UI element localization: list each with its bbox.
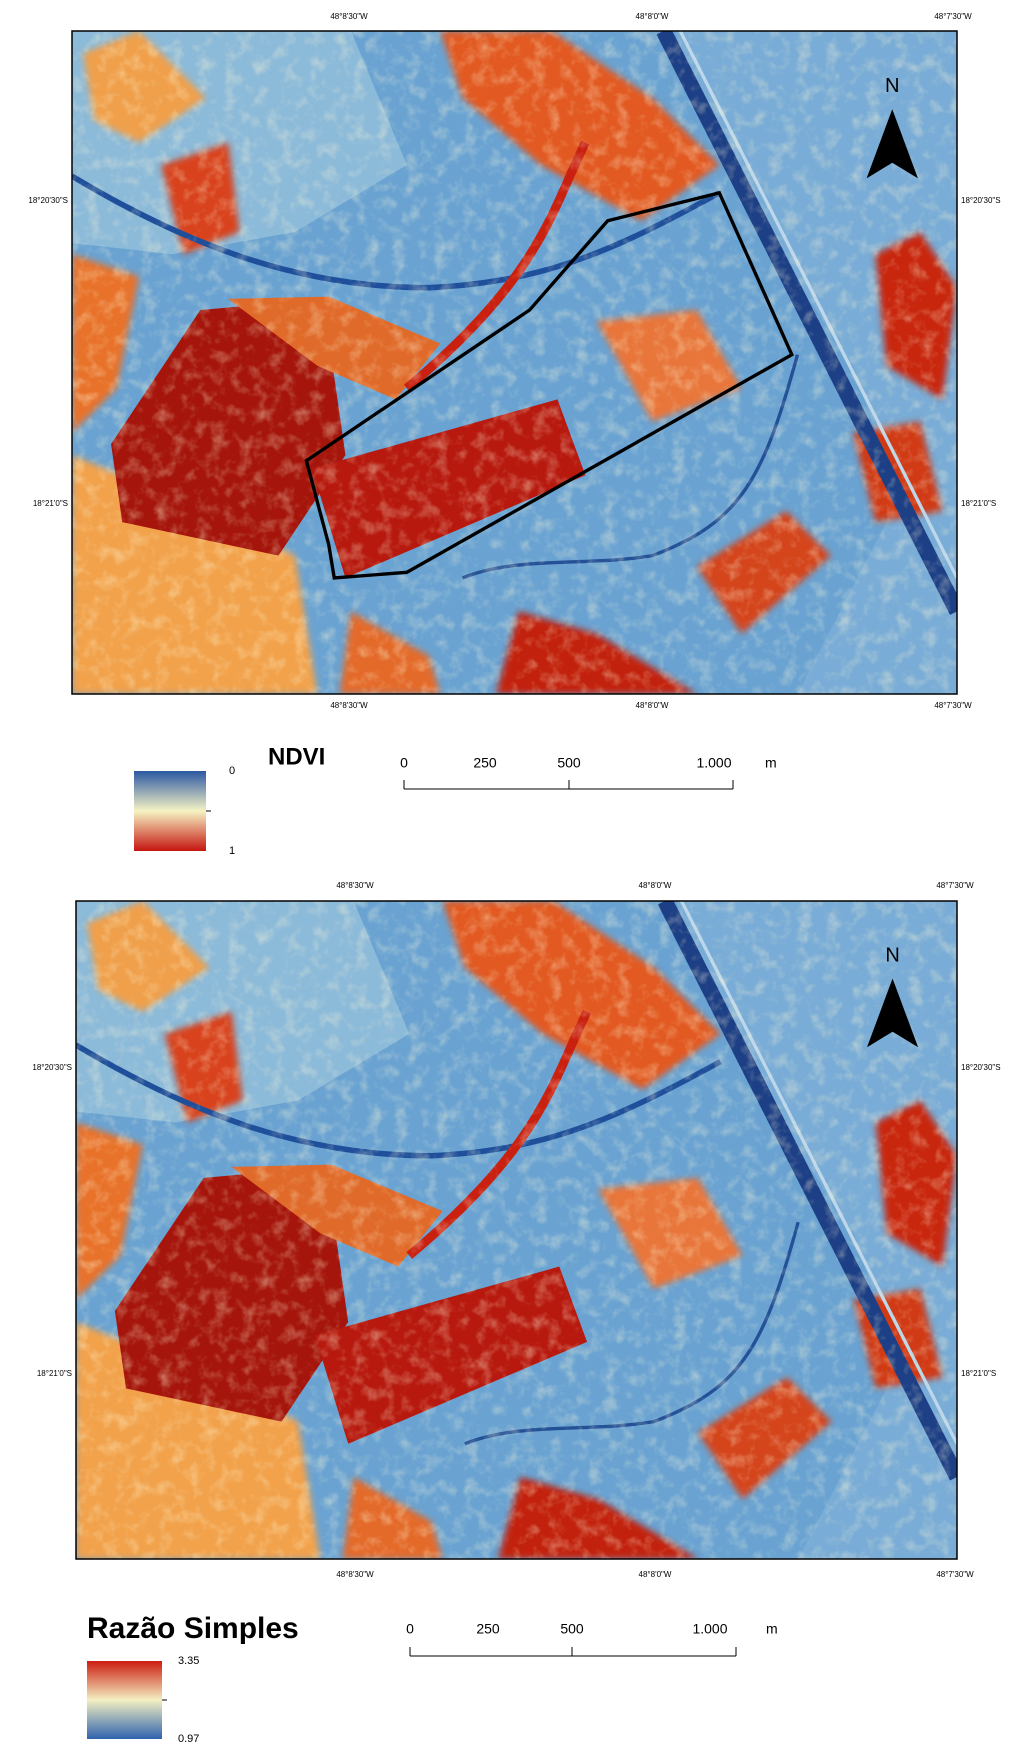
- legend-ramp: [134, 771, 206, 851]
- legend-label: 1: [229, 845, 235, 857]
- legend-ramp: [87, 1661, 162, 1739]
- map-image: N: [72, 31, 957, 694]
- coord-label: 48°8'0"W: [636, 701, 669, 710]
- figure: N 48°8'30"W 48°8'30"W 48°8'0"W 48°8'0"W 48°7'…: [0, 0, 1022, 1747]
- coord-label: 18°20'30"S: [28, 196, 68, 205]
- scale-label: 0: [400, 755, 408, 771]
- coord-label: 48°7'30"W: [934, 12, 972, 21]
- coord-label: 48°7'30"W: [934, 701, 972, 710]
- legend-title: Razão Simples: [87, 1612, 299, 1645]
- scale-label: 1.000: [696, 755, 731, 771]
- coord-label: 18°20'30"S: [961, 196, 1001, 205]
- scale-unit: m: [765, 755, 777, 771]
- legend-label: 3.35: [178, 1655, 199, 1667]
- coord-label: 48°8'0"W: [639, 1570, 672, 1579]
- coord-label: 48°8'0"W: [639, 881, 672, 890]
- coord-label: 48°8'30"W: [330, 12, 368, 21]
- scale-label: 1.000: [692, 1621, 727, 1637]
- coord-label: 48°7'30"W: [936, 1570, 974, 1579]
- legend-label: 0.97: [178, 1733, 199, 1745]
- scale-label: 500: [557, 755, 581, 771]
- coord-label: 48°8'0"W: [636, 12, 669, 21]
- coord-label: 18°21'0"S: [961, 499, 996, 508]
- scale-label: 0: [406, 1621, 414, 1637]
- terrain: [76, 901, 957, 1559]
- legend-label: 0: [229, 765, 235, 777]
- coord-label: 18°20'30"S: [961, 1063, 1001, 1072]
- map-image: N: [76, 901, 957, 1559]
- coord-label: 18°21'0"S: [961, 1369, 996, 1378]
- coord-label: 18°21'0"S: [33, 499, 68, 508]
- legend-title: NDVI: [268, 743, 325, 770]
- coord-label: 18°21'0"S: [37, 1369, 72, 1378]
- map-panel: N 48°8'30"W 48°8'30"W 48°8'0"W 48°8'0"W 48°7'…: [28, 12, 1000, 857]
- coord-label: 48°8'30"W: [336, 1570, 374, 1579]
- scale-label: 250: [476, 1621, 500, 1637]
- coord-label: 48°8'30"W: [336, 881, 374, 890]
- terrain: [72, 31, 957, 694]
- coord-label: 48°8'30"W: [330, 701, 368, 710]
- north-label: N: [885, 75, 899, 97]
- coord-label: 18°20'30"S: [32, 1063, 72, 1072]
- map-panel: N 48°8'30"W 48°8'30"W 48°8'0"W 48°8'0"W 48°7'…: [32, 881, 1000, 1745]
- scale-label: 250: [473, 755, 497, 771]
- north-label: N: [885, 945, 899, 967]
- scale-label: 500: [560, 1621, 584, 1637]
- page: {"maps": [ {"top_labels": ["48°8'30\"W",…: [0, 0, 1022, 1747]
- coord-label: 48°7'30"W: [936, 881, 974, 890]
- scale-unit: m: [766, 1621, 778, 1637]
